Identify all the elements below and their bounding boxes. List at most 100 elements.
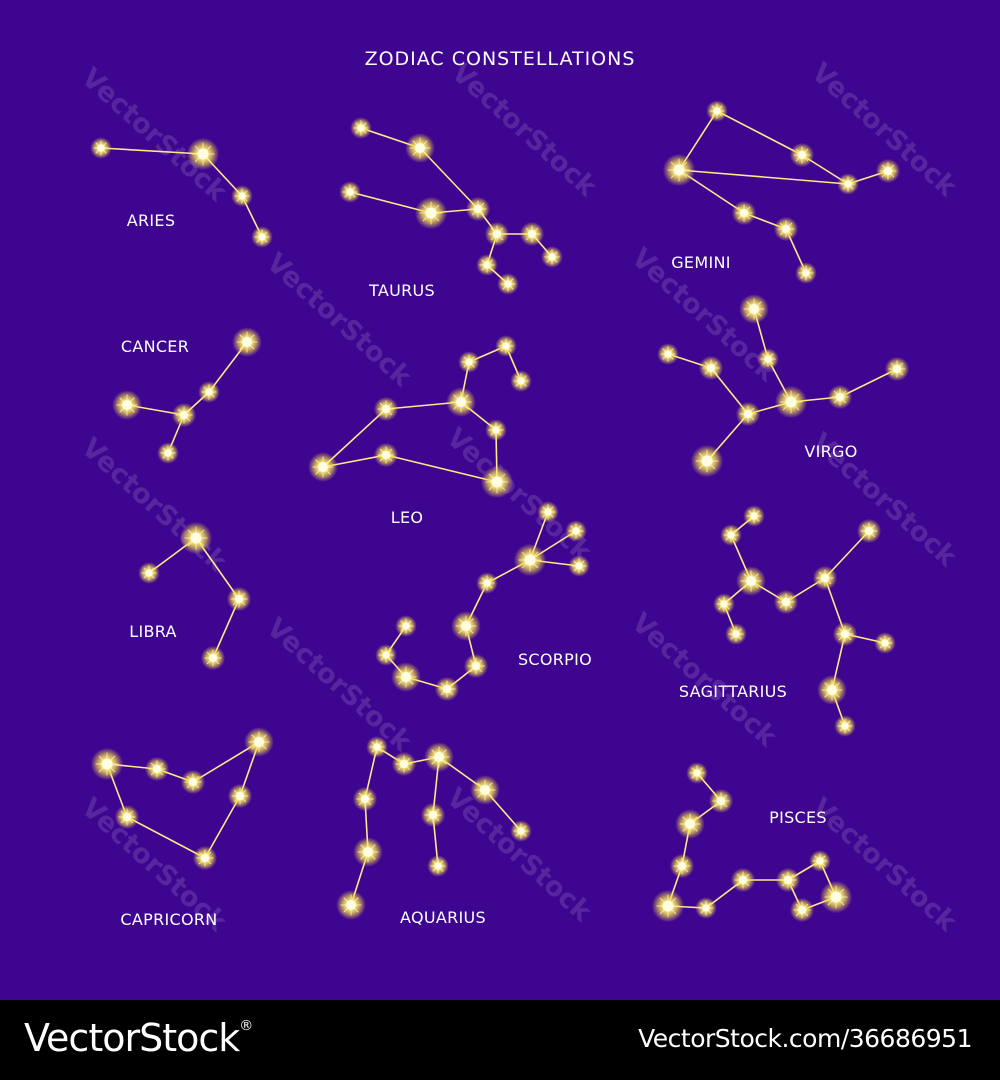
scorpio-star-4 bbox=[568, 555, 590, 577]
label-libra: LIBRA bbox=[129, 622, 177, 641]
virgo-star-5 bbox=[735, 401, 761, 427]
sagittarius-star-1 bbox=[743, 505, 765, 527]
leo-star-9 bbox=[480, 465, 514, 499]
leo-star-6 bbox=[485, 419, 507, 441]
capricorn-star-3 bbox=[180, 769, 206, 795]
taurus-star-3 bbox=[339, 181, 361, 203]
taurus-star-1 bbox=[350, 117, 372, 139]
sagittarius-star-5 bbox=[725, 623, 747, 645]
scorpio-star-9 bbox=[391, 662, 421, 692]
gemini-star-4 bbox=[837, 173, 859, 195]
aquarius-star-1 bbox=[366, 736, 388, 758]
pisces-star-11 bbox=[789, 897, 815, 923]
watermark-10: VectorStock bbox=[625, 607, 783, 753]
gemini-star-5 bbox=[875, 158, 901, 184]
taurus-star-7 bbox=[519, 221, 545, 247]
virgo-star-1 bbox=[739, 294, 769, 324]
label-capricorn: CAPRICORN bbox=[120, 910, 218, 929]
taurus-star-2 bbox=[405, 133, 435, 163]
virgo-star-8 bbox=[884, 356, 910, 382]
scorpio-star-5 bbox=[476, 572, 498, 594]
label-aquarius: AQUARIUS bbox=[399, 908, 487, 927]
sagittarius-star-2 bbox=[720, 524, 742, 546]
scorpio-star-3 bbox=[513, 543, 547, 577]
cancer-star-4 bbox=[112, 390, 142, 420]
watermark-4: VectorStock bbox=[260, 247, 418, 393]
aquarius-star-6 bbox=[352, 786, 378, 812]
leo-star-5 bbox=[373, 396, 399, 422]
constellation-canvas: VectorStock VectorStock VectorStockVectorS… bbox=[75, 57, 963, 938]
cancer-star-5 bbox=[157, 442, 179, 464]
aries-star-4 bbox=[251, 226, 273, 248]
label-aries: ARIES bbox=[126, 211, 176, 230]
gemini-star-6 bbox=[731, 200, 757, 226]
gemini-link-2 bbox=[716, 110, 803, 156]
label-sagittarius: SAGITTARIUS bbox=[678, 682, 788, 701]
virgo-star-6 bbox=[774, 385, 808, 419]
pisces-star-4 bbox=[669, 853, 695, 879]
label-virgo: VIRGO bbox=[804, 442, 858, 461]
leo-link-9 bbox=[385, 454, 498, 483]
footer-bar: VectorStock® VectorStock.com/36686951 bbox=[0, 1000, 1000, 1080]
taurus-star-10 bbox=[497, 273, 519, 295]
capricorn-star-5 bbox=[227, 783, 253, 809]
label-pisces: PISCES bbox=[769, 808, 827, 827]
cancer-star-3 bbox=[171, 402, 197, 428]
virgo-star-4 bbox=[698, 355, 724, 381]
pisces-star-2 bbox=[708, 788, 734, 814]
scorpio-star-10 bbox=[375, 644, 397, 666]
aquarius-star-3 bbox=[424, 742, 454, 772]
pisces-star-3 bbox=[675, 809, 705, 839]
registered-mark: ® bbox=[239, 1018, 254, 1034]
pisces-star-10 bbox=[819, 880, 853, 914]
libra-star-4 bbox=[200, 645, 226, 671]
sagittarius-star-7 bbox=[812, 565, 838, 591]
page-title: ZODIAC CONSTELLATIONS bbox=[364, 48, 636, 70]
taurus-star-5 bbox=[465, 196, 491, 222]
capricorn-star-4 bbox=[244, 727, 274, 757]
gemini-star-3 bbox=[789, 142, 815, 168]
virgo-star-9 bbox=[690, 444, 724, 478]
libra-star-1 bbox=[179, 521, 213, 555]
sagittarius-star-6 bbox=[773, 589, 799, 615]
aries-star-1 bbox=[90, 137, 112, 159]
pisces-star-1 bbox=[686, 762, 708, 784]
watermark-7: VectorStock bbox=[440, 422, 598, 568]
sagittarius-star-4 bbox=[713, 593, 735, 615]
label-cancer: CANCER bbox=[120, 337, 190, 356]
leo-star-3 bbox=[458, 351, 480, 373]
watermark-12: VectorStock bbox=[440, 782, 598, 928]
taurus-star-8 bbox=[541, 246, 563, 268]
scorpio-star-7 bbox=[463, 653, 489, 679]
sagittarius-star-12 bbox=[834, 715, 856, 737]
pisces-star-8 bbox=[775, 867, 801, 893]
leo-star-8 bbox=[373, 442, 399, 468]
aquarius-star-2 bbox=[391, 751, 417, 777]
sagittarius-star-11 bbox=[817, 675, 847, 705]
label-taurus: TAURUS bbox=[369, 281, 435, 300]
taurus-star-9 bbox=[476, 254, 498, 276]
leo-star-2 bbox=[510, 370, 532, 392]
leo-star-1 bbox=[495, 335, 517, 357]
taurus-star-6 bbox=[484, 221, 510, 247]
scorpio-star-8 bbox=[434, 676, 460, 702]
leo-star-7 bbox=[308, 452, 338, 482]
gemini-star-1 bbox=[706, 100, 728, 122]
aquarius-star-8 bbox=[336, 890, 366, 920]
sagittarius-star-8 bbox=[856, 518, 882, 544]
aries-link-1 bbox=[100, 147, 204, 155]
illustration: VectorStock VectorStock VectorStock VectorS… bbox=[0, 0, 1000, 1000]
gemini-star-2 bbox=[662, 153, 696, 187]
pisces-star-5 bbox=[651, 889, 685, 923]
aries-star-3 bbox=[231, 185, 253, 207]
pisces-star-6 bbox=[695, 897, 717, 919]
virgo-star-2 bbox=[757, 348, 779, 370]
image-url: VectorStock.com/36686951 bbox=[638, 1024, 972, 1053]
sagittarius-star-9 bbox=[832, 621, 858, 647]
watermark-1: VectorStock bbox=[75, 62, 233, 208]
leo-star-4 bbox=[446, 387, 476, 417]
pisces-star-7 bbox=[730, 867, 756, 893]
capricorn-star-1 bbox=[90, 747, 124, 781]
label-gemini: GEMINI bbox=[671, 253, 731, 272]
gemini-link-8 bbox=[678, 169, 849, 185]
